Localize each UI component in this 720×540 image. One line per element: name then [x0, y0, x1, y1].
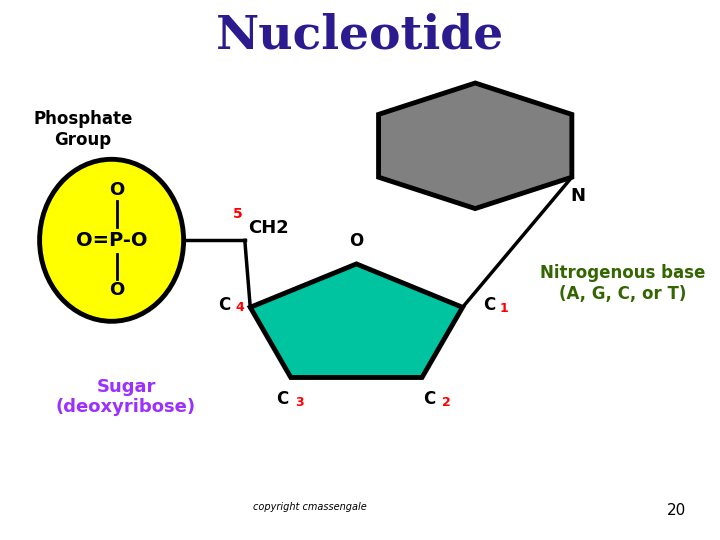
Text: 20: 20	[667, 503, 686, 518]
Ellipse shape	[40, 159, 184, 321]
Text: O: O	[349, 232, 364, 250]
Text: 2: 2	[442, 396, 451, 409]
Text: 4: 4	[235, 301, 244, 314]
Text: O=P-O: O=P-O	[76, 231, 148, 250]
Text: Sugar
(deoxyribose): Sugar (deoxyribose)	[56, 377, 196, 416]
Text: 3: 3	[295, 396, 304, 409]
Text: Nucleotide: Nucleotide	[216, 12, 504, 58]
Text: 5: 5	[233, 207, 243, 221]
Text: C: C	[276, 390, 288, 408]
Text: C: C	[218, 295, 230, 314]
Text: Phosphate
Group: Phosphate Group	[33, 110, 132, 149]
Text: O: O	[109, 181, 125, 199]
Text: C: C	[423, 390, 436, 408]
Text: Nitrogenous base
(A, G, C, or T): Nitrogenous base (A, G, C, or T)	[540, 264, 706, 303]
Polygon shape	[379, 83, 572, 208]
Text: N: N	[570, 187, 585, 205]
Text: 1: 1	[500, 302, 509, 315]
Text: C: C	[482, 295, 495, 314]
Text: CH2: CH2	[248, 219, 289, 238]
Text: O: O	[109, 281, 125, 299]
Polygon shape	[251, 264, 462, 377]
Text: copyright cmassengale: copyright cmassengale	[253, 502, 366, 511]
